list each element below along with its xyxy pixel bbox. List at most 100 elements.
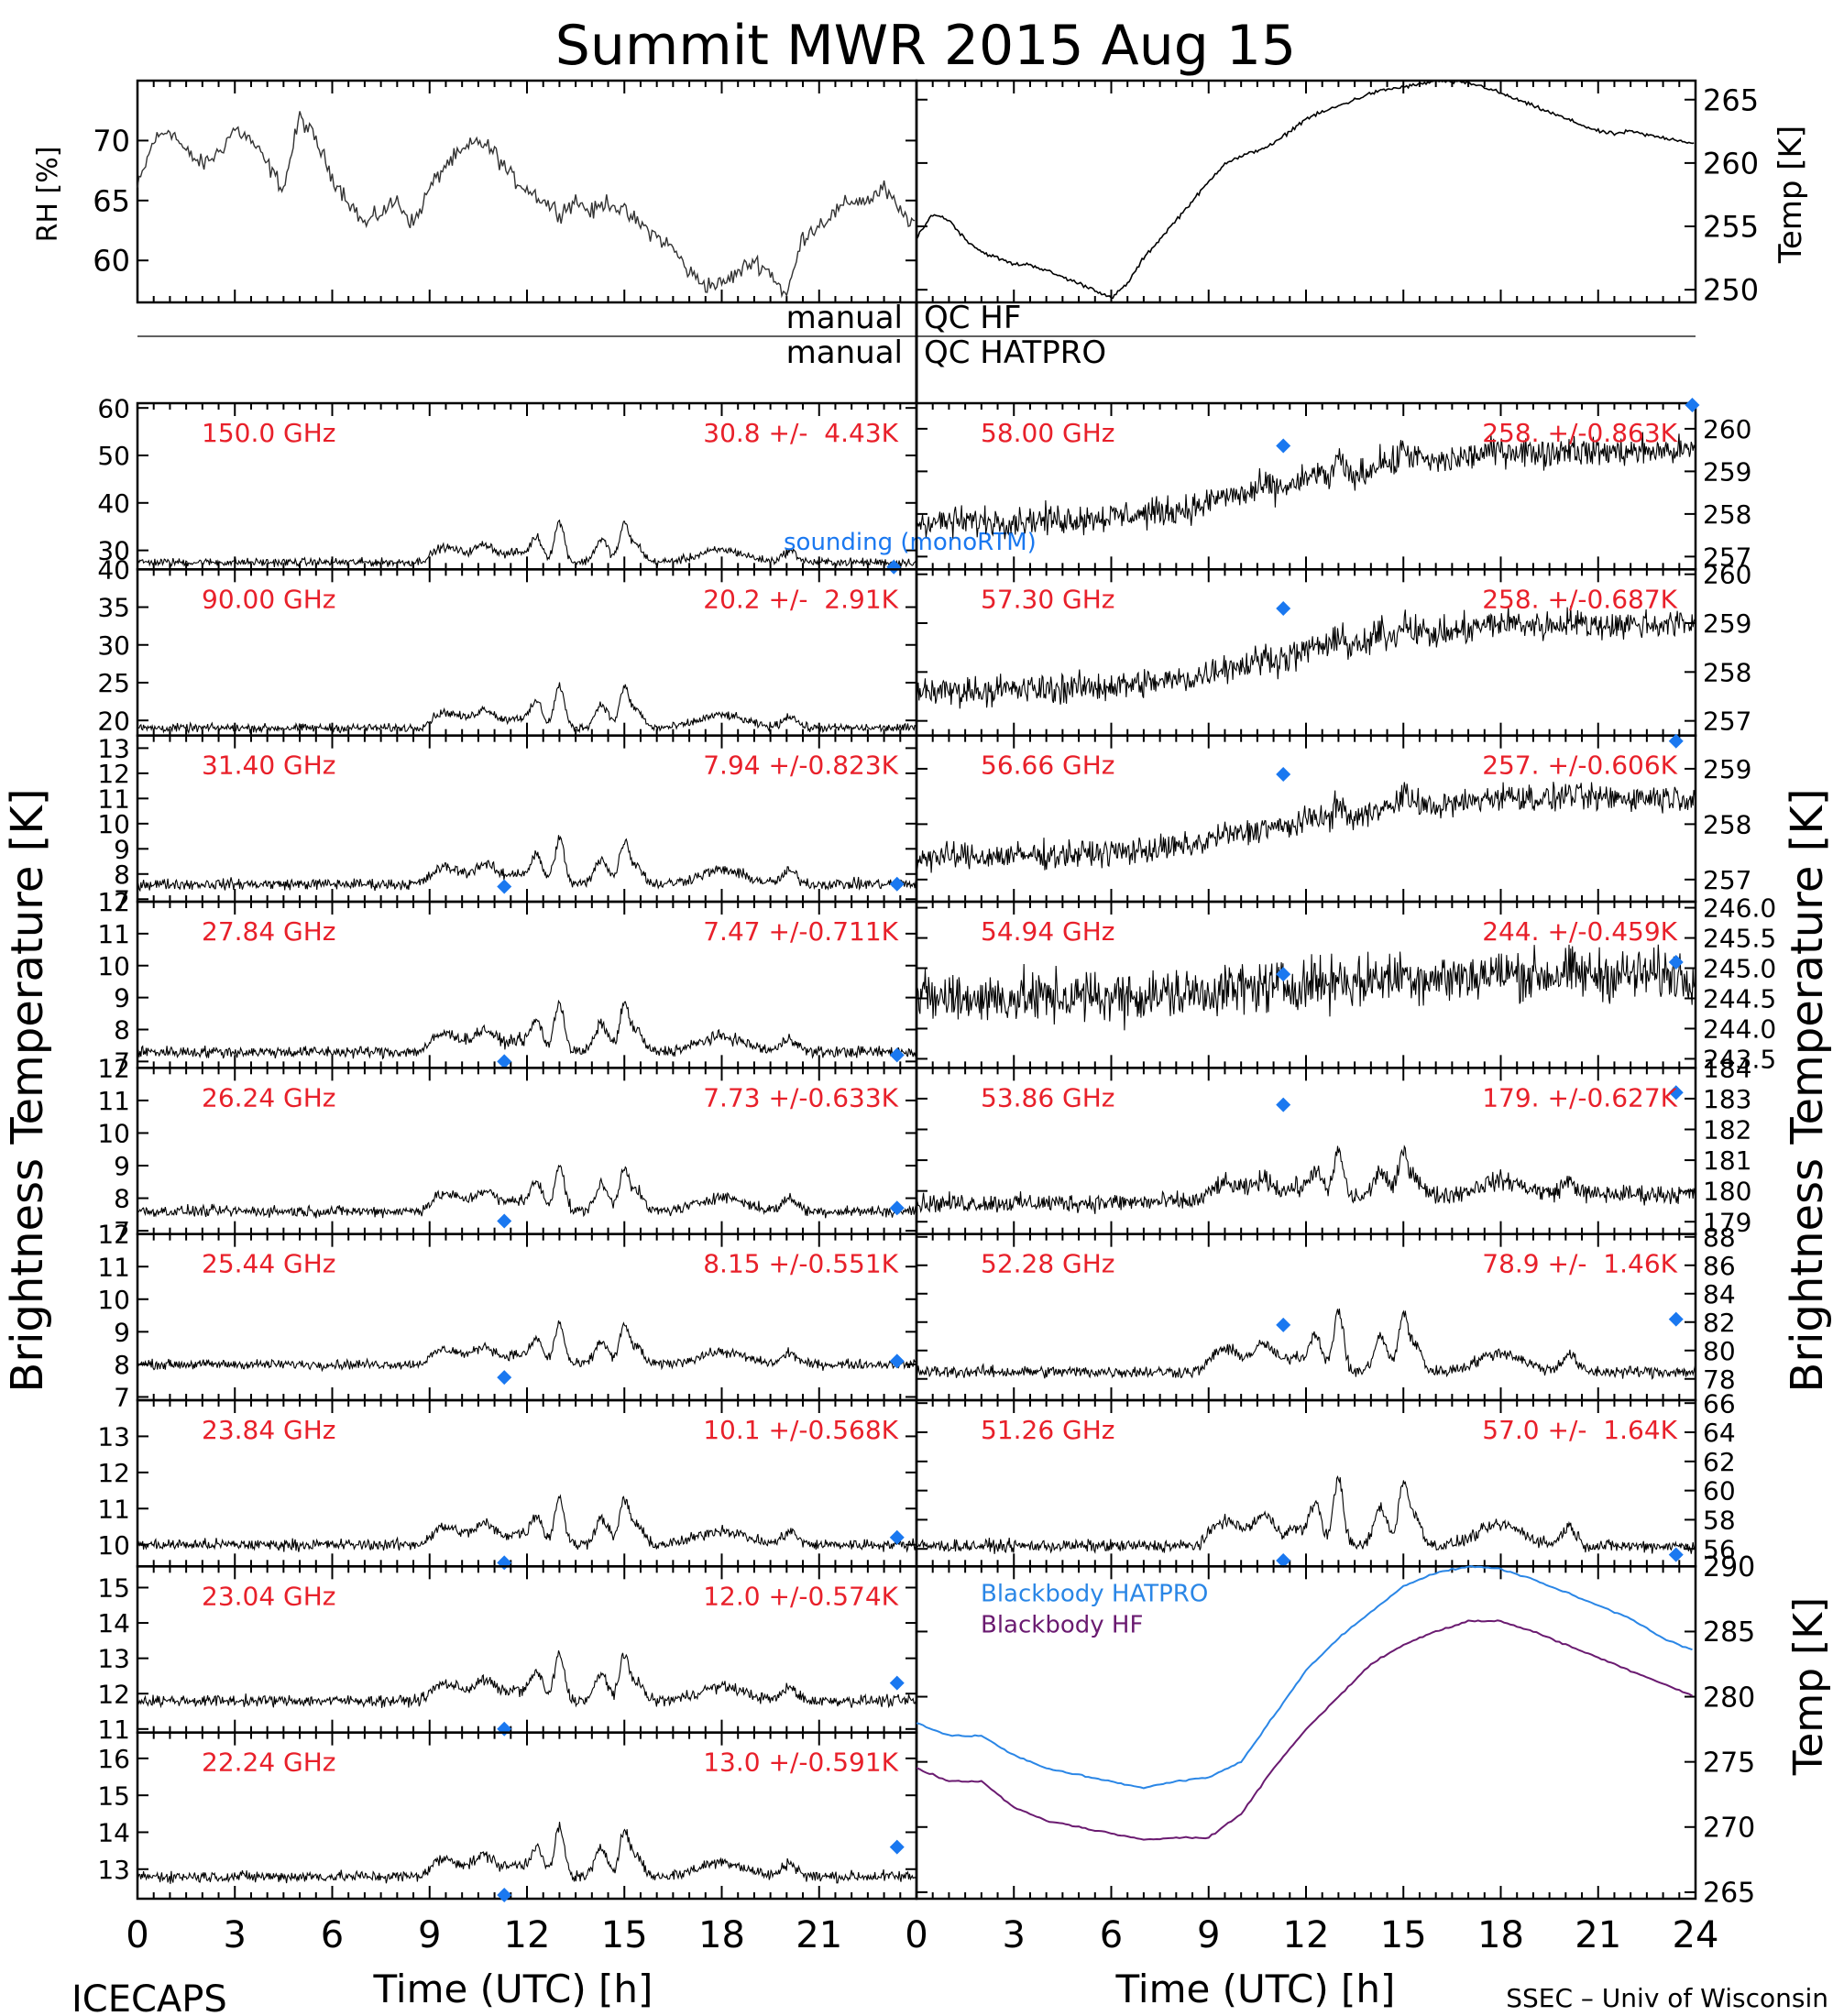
blackbody-temp-axis-title: Temp [K] [1785,1597,1832,1776]
right-ch4-sounding-marker [1276,1097,1291,1112]
right-ch3-stat-label: 244. +/-0.459K [1482,916,1677,947]
right-ch4-ytick-label: 181 [1703,1145,1751,1176]
left-ch4-ytick-label: 7 [114,1216,130,1246]
left-ch8-sounding-marker [497,1887,512,1902]
right-xtick-label: 18 [1477,1914,1524,1956]
left-ch8-freq-label: 22.24 GHz [202,1748,336,1778]
left-ch3-sounding-marker [889,1047,905,1063]
left-ch0-ytick-label: 60 [97,393,130,423]
left-ch2-sounding-marker [889,876,905,892]
left-ch3-ytick-label: 10 [97,951,130,981]
right-ch4-ytick-label: 183 [1703,1084,1751,1114]
left-ch5-ytick-label: 7 [114,1383,130,1413]
right-ch2-series-line [916,782,1696,873]
met-temp-ytick-label: 265 [1703,82,1759,117]
right-ch0-sounding-marker [1276,438,1291,454]
left-ch7-series-line [137,1650,917,1709]
left-ch2-ytick-label: 12 [97,759,130,789]
left-ch0-series-line [137,519,917,568]
right-ch2-freq-label: 56.66 GHz [981,751,1115,781]
met-temp-panel-frame [915,79,1697,304]
right-ch1-series-line [916,605,1696,709]
right-ch6-sounding-marker [1276,1552,1291,1568]
right-ch1-sounding-marker [1276,601,1291,616]
right-ch3-ytick-label: 245.5 [1703,924,1776,954]
left-ch5-ytick-label: 12 [97,1220,130,1250]
right-ch5-ytick-label: 88 [1703,1222,1736,1253]
qc-hatpro-right-label: QC HATPRO [924,334,1106,371]
left-ch3-ytick-label: 9 [114,983,130,1013]
footer-left-label: ICECAPS [71,1978,227,2016]
left-xtick-label: 0 [126,1914,148,1956]
left-ch1-series-line [137,682,917,735]
right-ch2-sounding-marker [1276,766,1291,782]
left-ch4-ytick-label: 9 [114,1151,130,1181]
met-temp-ytick-label: 250 [1703,273,1759,308]
tb-left-axis-title: Brightness Temperature [K] [2,788,53,1392]
blackbody-ytick-label: 275 [1703,1747,1755,1779]
right-ch3-sounding-marker [1668,954,1684,970]
left-ch7-sounding-marker [497,1721,512,1737]
right-xtick-label: 12 [1283,1914,1330,1956]
rh-ytick-label: 65 [93,183,130,218]
right-ch6-stat-label: 57.0 +/- 1.64K [1482,1415,1677,1445]
left-ch0-stat-label: 30.8 +/- 4.43K [703,418,898,448]
left-ch6-sounding-marker [497,1555,512,1571]
left-ch7-freq-label: 23.04 GHz [202,1581,336,1611]
right-ch5-sounding-marker [1668,1311,1684,1327]
met-temp-axis-title: Temp [K] [1773,126,1809,264]
left-ch4-freq-label: 26.24 GHz [202,1082,336,1112]
left-xtick-label: 9 [418,1914,441,1956]
left-ch8-sounding-marker [889,1839,905,1855]
blackbody-hf-series-line [916,1619,1694,1841]
blackbody-hatpro-legend-label: Blackbody HATPRO [981,1580,1208,1607]
right-ch3-ytick-label: 245.0 [1703,954,1776,984]
left-ch8-ytick-label: 14 [97,1818,130,1848]
left-ch2-ytick-label: 13 [97,733,130,763]
right-xtick-label: 21 [1575,1914,1621,1956]
left-ch7-stat-label: 12.0 +/-0.574K [703,1581,898,1611]
blackbody-ytick-label: 265 [1703,1878,1755,1910]
rh-ytick-label: 60 [93,244,130,279]
right-ch6-ytick-label: 60 [1703,1476,1736,1507]
left-ch3-ytick-label: 7 [114,1046,130,1077]
right-ch3-freq-label: 54.94 GHz [981,916,1115,947]
left-ch8-ytick-label: 13 [97,1855,130,1885]
left-ch1-ytick-label: 40 [97,554,130,585]
right-ch6-sounding-marker [1668,1547,1684,1562]
right-ch5-ytick-label: 80 [1703,1336,1736,1366]
right-ch2-stat-label: 257. +/-0.606K [1482,751,1677,781]
left-ch0-ytick-label: 30 [97,536,130,566]
right-ch2-ytick-label: 258 [1703,809,1751,839]
left-ch4-series-line [137,1164,917,1219]
met-temp-series-line [916,79,1695,300]
right-ch5-series-line [916,1309,1696,1380]
right-ch4-ytick-label: 182 [1703,1115,1751,1145]
right-ch3-sounding-marker [1276,967,1291,982]
left-ch6-ytick-label: 11 [97,1494,130,1524]
left-ch7-ytick-label: 11 [97,1715,130,1745]
blackbody-ytick-label: 270 [1703,1813,1755,1845]
left-ch6-ytick-label: 10 [97,1530,130,1561]
left-ch6-freq-label: 23.84 GHz [202,1415,336,1445]
left-ch6-sounding-marker [889,1529,905,1545]
left-ch2-series-line [137,835,917,893]
right-ch4-ytick-label: 179 [1703,1207,1751,1237]
left-ch5-series-line [137,1320,917,1373]
tb-right-axis-title: Brightness Temperature [K] [1782,788,1833,1392]
left-ch3-sounding-marker [497,1054,512,1069]
left-ch7-ytick-label: 15 [97,1573,130,1604]
left-ch3-stat-label: 7.47 +/-0.711K [703,916,898,947]
rh-axis-title: RH [%] [32,147,64,243]
blackbody-ytick-label: 280 [1703,1682,1755,1714]
left-ch5-freq-label: 25.44 GHz [202,1249,336,1279]
left-ch8-stat-label: 13.0 +/-0.591K [703,1748,898,1778]
left-xtick-label: 12 [504,1914,551,1956]
right-ch0-stat-label: 258. +/-0.863K [1482,418,1677,448]
right-ch0-series-line [916,432,1696,540]
left-ch7-ytick-label: 12 [97,1679,130,1709]
right-ch4-sounding-marker [1668,1085,1684,1101]
left-ch3-series-line [137,999,917,1060]
